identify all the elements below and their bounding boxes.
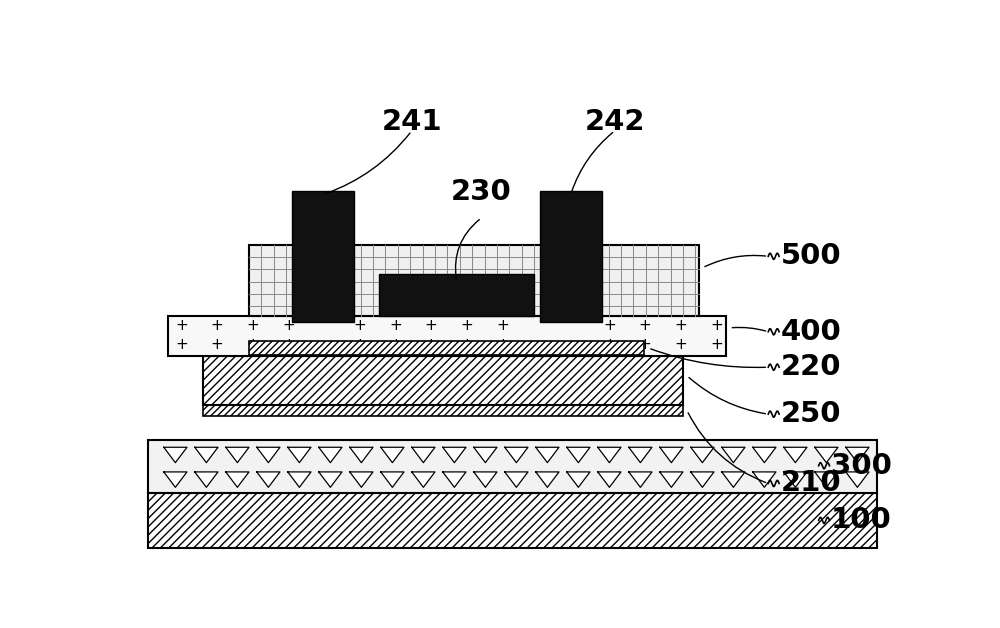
- Bar: [379, 274, 534, 317]
- Text: 241: 241: [381, 107, 442, 136]
- Text: +: +: [246, 337, 259, 352]
- Text: +: +: [282, 318, 295, 333]
- Polygon shape: [443, 472, 466, 487]
- Bar: [249, 341, 644, 355]
- Polygon shape: [195, 447, 218, 463]
- Text: +: +: [496, 337, 509, 352]
- Bar: [292, 191, 354, 322]
- Text: +: +: [282, 337, 295, 352]
- Polygon shape: [660, 472, 683, 487]
- Polygon shape: [381, 447, 404, 463]
- Polygon shape: [691, 447, 714, 463]
- Text: +: +: [710, 337, 723, 352]
- Polygon shape: [164, 447, 187, 463]
- Text: +: +: [389, 318, 402, 333]
- Bar: [202, 405, 683, 416]
- Polygon shape: [784, 447, 807, 463]
- Polygon shape: [505, 472, 528, 487]
- Bar: [168, 317, 726, 357]
- Polygon shape: [319, 447, 342, 463]
- Text: +: +: [639, 318, 651, 333]
- Text: +: +: [353, 318, 366, 333]
- Text: +: +: [603, 318, 616, 333]
- Text: 400: 400: [781, 318, 841, 346]
- Text: +: +: [639, 337, 651, 352]
- Polygon shape: [660, 447, 683, 463]
- Text: +: +: [496, 318, 509, 333]
- Text: 300: 300: [831, 452, 892, 480]
- Polygon shape: [226, 472, 249, 487]
- Bar: [249, 245, 698, 317]
- Text: 242: 242: [585, 107, 645, 136]
- Bar: [540, 191, 602, 322]
- Polygon shape: [350, 447, 373, 463]
- Text: +: +: [246, 318, 259, 333]
- Bar: [148, 493, 877, 548]
- Polygon shape: [412, 472, 435, 487]
- Polygon shape: [443, 447, 466, 463]
- Text: +: +: [603, 337, 616, 352]
- Polygon shape: [381, 472, 404, 487]
- Polygon shape: [567, 447, 590, 463]
- Polygon shape: [257, 447, 280, 463]
- Polygon shape: [629, 472, 652, 487]
- Text: +: +: [460, 337, 473, 352]
- Polygon shape: [536, 472, 559, 487]
- Text: 500: 500: [781, 242, 841, 270]
- Polygon shape: [412, 447, 435, 463]
- Text: +: +: [211, 337, 224, 352]
- Polygon shape: [598, 472, 621, 487]
- Polygon shape: [319, 472, 342, 487]
- Text: +: +: [710, 318, 723, 333]
- Polygon shape: [195, 472, 218, 487]
- Text: +: +: [425, 318, 438, 333]
- Text: +: +: [674, 318, 687, 333]
- Polygon shape: [629, 447, 652, 463]
- Text: 210: 210: [781, 470, 841, 497]
- Polygon shape: [753, 472, 776, 487]
- Text: +: +: [175, 337, 188, 352]
- Polygon shape: [257, 472, 280, 487]
- Text: 250: 250: [781, 400, 841, 428]
- Text: 100: 100: [831, 506, 892, 534]
- Polygon shape: [846, 472, 869, 487]
- Polygon shape: [226, 447, 249, 463]
- Text: +: +: [674, 337, 687, 352]
- Bar: [148, 440, 877, 493]
- Polygon shape: [350, 472, 373, 487]
- Polygon shape: [474, 472, 497, 487]
- Text: +: +: [175, 318, 188, 333]
- Text: +: +: [425, 337, 438, 352]
- Text: +: +: [353, 337, 366, 352]
- Polygon shape: [691, 472, 714, 487]
- Polygon shape: [164, 472, 187, 487]
- Polygon shape: [474, 447, 497, 463]
- Bar: [202, 357, 683, 405]
- Polygon shape: [536, 447, 559, 463]
- Polygon shape: [598, 447, 621, 463]
- Polygon shape: [815, 447, 838, 463]
- Polygon shape: [567, 472, 590, 487]
- Polygon shape: [288, 472, 311, 487]
- Polygon shape: [846, 447, 869, 463]
- Polygon shape: [505, 447, 528, 463]
- Text: +: +: [389, 337, 402, 352]
- Polygon shape: [288, 447, 311, 463]
- Polygon shape: [815, 472, 838, 487]
- Text: 230: 230: [451, 178, 512, 206]
- Text: +: +: [460, 318, 473, 333]
- Polygon shape: [753, 447, 776, 463]
- Polygon shape: [722, 447, 745, 463]
- Text: 220: 220: [781, 353, 841, 381]
- Polygon shape: [784, 472, 807, 487]
- Text: +: +: [211, 318, 224, 333]
- Polygon shape: [722, 472, 745, 487]
